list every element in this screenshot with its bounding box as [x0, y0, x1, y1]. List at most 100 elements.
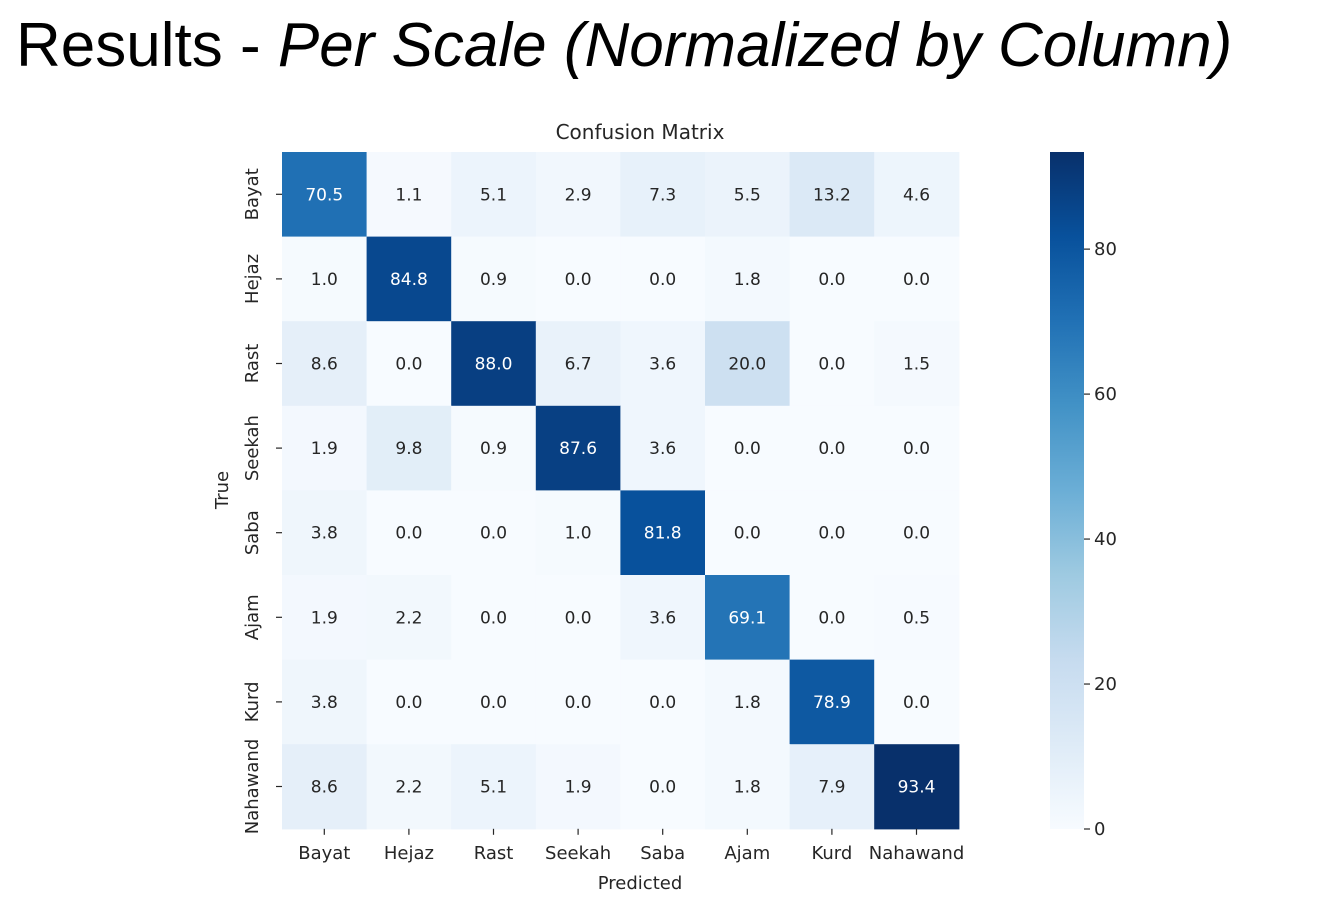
- colorbar-gradient: [1050, 152, 1084, 829]
- heatmap-cell: [451, 659, 537, 745]
- cell-value-label: 5.5: [734, 185, 761, 205]
- cell-value-label: 84.8: [390, 270, 428, 290]
- heatmap-cell: [620, 152, 706, 238]
- cell-value-label: 81.8: [644, 524, 682, 544]
- heatmap-cell: [789, 659, 875, 745]
- cell-value-label: 3.6: [649, 608, 676, 628]
- cell-value-label: 8.6: [311, 355, 338, 375]
- cell-value-label: 1.5: [903, 355, 930, 375]
- heatmap-cell: [620, 659, 706, 745]
- cell-value-label: 0.0: [818, 355, 845, 375]
- heatmap-cell: [789, 575, 875, 661]
- heatmap-cell: [789, 321, 875, 407]
- cell-value-label: 1.9: [311, 608, 338, 628]
- cell-value-label: 0.0: [395, 693, 422, 713]
- heatmap-cell: [535, 236, 621, 322]
- heatmap-cell-labels: 70.5 1.1 5.1 2.9 7.3 5.5 13.2 4.6 1.0 84.8 0.9 0.0 0…: [305, 185, 935, 797]
- cell-value-label: 6.7: [565, 355, 592, 375]
- y-axis: Bayat Hejaz Rast Seekah Saba Ajam Kurd Nahawand: [242, 168, 282, 834]
- cell-value-label: 0.0: [565, 693, 592, 713]
- cell-value-label: 0.0: [734, 524, 761, 544]
- y-tick-label: Ajam: [242, 594, 263, 640]
- cell-value-label: 0.0: [649, 270, 676, 290]
- x-axis-label: Predicted: [598, 873, 683, 894]
- heatmap-cell: [451, 575, 537, 661]
- colorbar-tick-label: 20: [1094, 674, 1117, 695]
- cell-value-label: 0.9: [480, 439, 507, 459]
- heatmap-cell: [451, 236, 537, 322]
- x-tick-label: Kurd: [811, 843, 852, 864]
- heatmap-cell: [705, 152, 791, 238]
- heatmap-cell: [282, 405, 368, 491]
- y-tick-label: Bayat: [242, 168, 263, 220]
- heatmap-cell: [366, 405, 452, 491]
- heatmap-cell: [535, 405, 621, 491]
- heatmap-cell: [874, 405, 960, 491]
- heatmap-cell: [874, 575, 960, 661]
- heatmap-cells: [282, 152, 960, 830]
- heatmap-cell: [282, 659, 368, 745]
- cell-value-label: 88.0: [475, 355, 513, 375]
- cell-value-label: 9.8: [395, 439, 422, 459]
- heatmap-cell: [620, 236, 706, 322]
- heatmap-cell: [282, 490, 368, 576]
- cell-value-label: 5.1: [480, 778, 507, 798]
- heatmap-cell: [789, 405, 875, 491]
- cell-value-label: 0.0: [903, 693, 930, 713]
- cell-value-label: 3.6: [649, 355, 676, 375]
- cell-value-label: 1.8: [734, 270, 761, 290]
- cell-value-label: 70.5: [305, 185, 343, 205]
- heatmap-cell: [789, 490, 875, 576]
- colorbar-tick-label: 0: [1094, 819, 1105, 840]
- x-tick-label: Ajam: [724, 843, 770, 864]
- heatmap-cell: [282, 575, 368, 661]
- heatmap-cell: [366, 575, 452, 661]
- chart-title: Confusion Matrix: [556, 120, 725, 144]
- cell-value-label: 1.8: [734, 778, 761, 798]
- heatmap-cell: [451, 405, 537, 491]
- x-tick-label: Saba: [640, 843, 685, 864]
- heatmap-cell: [620, 575, 706, 661]
- heatmap-cell: [705, 405, 791, 491]
- cell-value-label: 1.9: [311, 439, 338, 459]
- cell-value-label: 0.0: [565, 608, 592, 628]
- heatmap-cell: [366, 744, 452, 830]
- cell-value-label: 1.8: [734, 693, 761, 713]
- heatmap-cell: [705, 490, 791, 576]
- heatmap-cell: [874, 744, 960, 830]
- cell-value-label: 0.0: [818, 439, 845, 459]
- cell-value-label: 0.0: [480, 608, 507, 628]
- heatmap-cell: [705, 744, 791, 830]
- heatmap-cell: [535, 744, 621, 830]
- x-axis: Bayat Hejaz Rast Seekah Saba Ajam Kurd Nahawand: [298, 828, 964, 864]
- cell-value-label: 20.0: [728, 355, 766, 375]
- y-axis-label: True: [212, 471, 233, 510]
- heatmap-cell: [705, 321, 791, 407]
- cell-value-label: 5.1: [480, 185, 507, 205]
- cell-value-label: 0.0: [818, 608, 845, 628]
- x-tick-label: Bayat: [298, 843, 350, 864]
- cell-value-label: 0.0: [903, 270, 930, 290]
- heatmap-cell: [789, 236, 875, 322]
- heatmap-cell: [535, 152, 621, 238]
- heatmap-cell: [874, 321, 960, 407]
- colorbar-tick-label: 60: [1094, 384, 1117, 405]
- heatmap-cell: [451, 490, 537, 576]
- heatmap-cell: [282, 236, 368, 322]
- cell-value-label: 0.0: [734, 439, 761, 459]
- slide-title-italic: Per Scale (Normalized by Column): [277, 11, 1233, 80]
- heatmap-cell: [366, 659, 452, 745]
- cell-value-label: 0.9: [480, 270, 507, 290]
- heatmap-cell: [366, 490, 452, 576]
- cell-value-label: 3.6: [649, 439, 676, 459]
- heatmap-cell: [705, 236, 791, 322]
- cell-value-label: 0.0: [395, 524, 422, 544]
- heatmap-cell: [535, 321, 621, 407]
- cell-value-label: 1.1: [395, 185, 422, 205]
- heatmap-cell: [789, 152, 875, 238]
- heatmap-cell: [874, 659, 960, 745]
- heatmap-cell: [535, 659, 621, 745]
- cell-value-label: 0.0: [903, 524, 930, 544]
- cell-value-label: 7.3: [649, 185, 676, 205]
- cell-value-label: 2.2: [395, 778, 422, 798]
